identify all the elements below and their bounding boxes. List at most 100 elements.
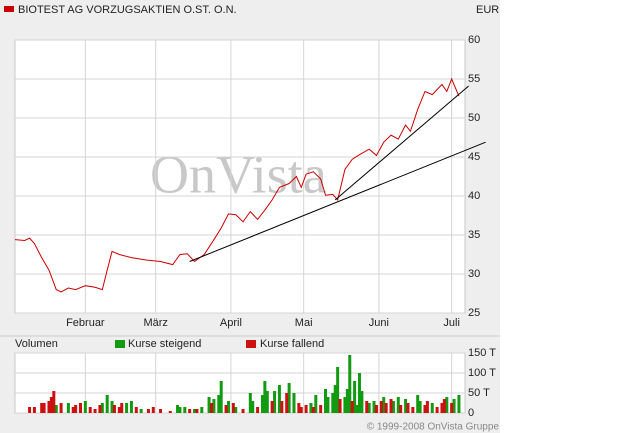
volume-bar [117,407,121,413]
volume-bar [391,401,395,413]
volume-bar [151,407,155,413]
volume-bar [336,367,340,413]
volume-bar [435,407,439,413]
volume-bar [423,405,427,413]
volume-bar [263,381,267,413]
volume-bar [260,395,264,413]
y-tick-label: 35 [468,229,480,241]
volume-bar [273,391,277,413]
volume-bar [299,407,303,413]
volume-bar [134,407,138,413]
volume-bar [112,405,116,413]
y-tick-label: 60 [468,34,480,46]
volume-bar [241,409,245,413]
copyright: © 1999-2008 OnVista Gruppe [367,422,500,433]
volume-bar [350,401,354,413]
volume-bar [59,403,63,413]
volume-bar [353,381,357,413]
volume-bar [207,397,211,413]
volume-bar [183,407,187,413]
volume-bar [219,381,223,413]
volume-bar [411,407,415,413]
volume-bar [357,373,361,413]
currency-label: EUR [476,4,499,16]
volume-bar [125,403,129,413]
volume-bar [212,399,216,413]
volume-bar [304,405,308,413]
volume-bar [309,403,313,413]
volume-bar [40,403,44,413]
volume-bar [425,401,429,413]
volume-bar [292,393,296,413]
volume-bar [355,405,359,413]
volume-bar [217,395,221,413]
volume-bar [159,409,163,413]
marks: Februar März April Mai Juni Juli 25 30 35 40 45 50 5… [14,34,496,419]
volume-bar [372,401,376,413]
volume-bar [47,401,51,413]
volume-bar [251,401,255,413]
volume-bar [71,407,75,413]
y-tick-label: 25 [468,307,480,319]
volume-bar [326,397,330,413]
x-tick-label: März [143,317,167,329]
x-tick-label: Juli [443,317,460,329]
x-tick-label: April [220,317,242,329]
volume-bar [193,409,197,413]
volume-bar [338,399,342,413]
volume-bar [88,407,92,413]
volume-bar [129,401,133,413]
volume-bar [418,401,422,413]
volume-bar [348,355,352,413]
volume-bar [314,395,318,413]
volume-bar [28,407,32,413]
volume-bar [430,403,434,413]
price-line [14,77,460,293]
y-tick-label: 45 [468,151,480,163]
watermark: OnVista [150,144,327,204]
volume-bar [382,397,386,413]
volume-bar [178,407,182,413]
y-tick-label: 150 T [468,347,496,359]
volume-bar [270,401,274,413]
x-tick-label: Juni [369,317,389,329]
y-tick-label: 100 T [468,367,496,379]
y-tick-label: 50 T [468,387,490,399]
volume-bar [450,403,454,413]
volume-bar [146,409,150,413]
volume-bar [256,407,260,413]
price-plot-area [14,39,466,314]
volume-bar [265,391,269,413]
volume-bar [297,403,301,413]
volume-bar [54,405,58,413]
volume-bar [406,403,410,413]
volume-bar [120,403,124,413]
volume-bar [66,403,70,413]
volume-bar [389,399,393,413]
legend-swatch [4,6,14,12]
volume-bar [324,389,328,413]
volume-bar [396,397,400,413]
volume-bar [442,399,446,413]
volume-bar [78,403,82,413]
volume-bar [365,401,369,413]
legend-swatch [246,340,256,348]
volume-bar [360,391,364,413]
volume-bar [319,405,323,413]
volume-bar [452,399,456,413]
volume-bar [139,409,143,413]
volume-bar [52,391,56,413]
legend-label: Kurse fallend [260,338,324,350]
volume-bar [32,407,36,413]
volume-bar [287,383,291,413]
volume-bar [416,395,420,413]
volume-bar [384,403,388,413]
volume-bar [457,395,461,413]
volume-bar [440,403,444,413]
x-tick-label: Februar [66,317,105,329]
volume-bar [367,403,371,413]
volume-bar [224,405,228,413]
volume-bar [110,401,114,413]
trend-line [189,141,486,262]
